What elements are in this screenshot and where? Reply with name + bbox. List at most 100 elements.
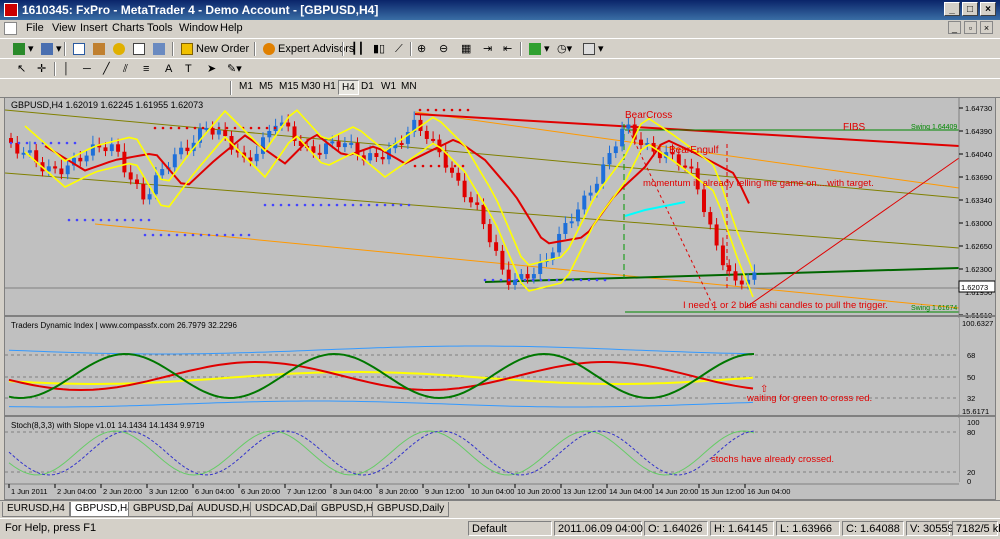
psar-dot [161,126,165,130]
status-low: L: 1.63966 [776,521,840,536]
psar-dot [595,278,599,282]
tf-m5[interactable]: M5 [259,81,273,92]
tf-m1[interactable]: M1 [239,81,253,92]
data-window-icon[interactable] [90,41,108,57]
stoch-signal-line [8,430,755,476]
candle-body [456,172,461,181]
menu-file[interactable]: File [26,22,44,34]
psar-dot [247,233,251,237]
candle-body [342,143,347,148]
date-tick-label: 8 Jun 04:00 [333,487,372,496]
psar-dot [177,126,181,130]
psar-dot [579,278,583,282]
new-order-button[interactable]: New Order [178,41,252,57]
tf-w1[interactable]: W1 [381,81,396,92]
market-watch-icon[interactable] [70,41,88,57]
menu-insert[interactable]: Insert [80,22,108,34]
periods-icon[interactable]: ◷▾ [557,42,573,55]
candle-body [21,152,26,155]
price-chart[interactable]: GBPUSD,H4 1.62019 1.62245 1.61955 1.6207… [5,98,995,499]
templates-icon[interactable]: ▾ [580,41,607,57]
new-chart-button[interactable]: ▾ [10,41,37,57]
tile-windows-icon[interactable]: ▦ [461,42,472,55]
text-icon[interactable]: A [165,62,173,75]
current-price-box [958,280,995,293]
psar-dot [167,233,171,237]
tf-mn[interactable]: MN [401,81,417,92]
zoom-in-icon[interactable]: ⊕ [417,42,427,55]
menu-tools[interactable]: Tools [147,22,173,34]
psar-dot [383,203,387,207]
menu-help[interactable]: Help [220,22,243,34]
psar-dot [75,218,79,222]
candle-body [443,152,448,168]
candle-body [103,147,108,152]
mdi-restore-button[interactable]: ▫ [964,21,977,34]
candle-body [468,197,473,203]
crosshair-icon[interactable]: ✛ [37,62,47,75]
psar-dot [461,164,465,168]
mdi-close-button[interactable]: × [980,21,993,34]
candle-body [292,126,297,141]
tab-gbpusd-daily-2[interactable]: GBPUSD,Daily [372,502,450,517]
zoom-out-icon[interactable]: ⊖ [439,42,449,55]
price-tick-label: 1.64040 [965,150,992,159]
psar-dot [65,141,69,145]
auto-scroll-icon[interactable]: ⇥ [483,42,493,55]
trendline-icon[interactable]: ╱ [103,62,110,75]
menu-charts[interactable]: Charts [112,22,145,34]
chart-window[interactable]: GBPUSD,H4 1.62019 1.62245 1.61955 1.6207… [4,97,996,500]
terminal-icon[interactable] [130,41,148,57]
more-tools-icon[interactable]: ✎▾ [227,62,242,75]
psar-dot [139,218,143,222]
tf-m30[interactable]: M30 [301,81,321,92]
expert-advisors-button[interactable]: Expert Advisors [260,41,357,57]
candlestick-icon[interactable]: ▮▯ [373,42,386,55]
candle-body [462,180,467,198]
document-icon[interactable] [4,22,17,35]
channel-icon[interactable]: ⫽ [123,62,128,75]
bar-chart-icon[interactable]: ┃┃ [351,42,365,55]
menu-window[interactable]: Window [179,22,219,34]
tf-h4[interactable]: H4 [338,80,359,95]
bearengulf-label: BearEngulf [669,145,719,156]
text-label-icon[interactable]: T [185,62,192,75]
chart-shift-icon[interactable]: ⇤ [503,42,513,55]
close-button[interactable]: × [980,2,996,16]
candle-body [683,165,688,168]
tdi-arrow-icon: ⇧ [760,384,768,395]
cursor-icon[interactable]: ↖ [17,62,27,75]
indicators-icon[interactable]: ▾ [526,41,553,57]
fibonacci-icon[interactable]: ≡ [143,62,150,75]
vertical-line-icon[interactable]: │ [63,62,70,75]
arrows-icon[interactable]: ➤ [207,62,217,75]
psar-dot [143,233,147,237]
psar-dot [426,108,430,112]
tf-m15[interactable]: M15 [279,81,299,92]
tab-eurusd-h4[interactable]: EURUSD,H4 [2,502,70,517]
mdi-minimize-button[interactable]: _ [948,21,961,34]
new-order-icon [181,43,193,55]
line-chart-icon[interactable]: ⟋ [395,42,403,55]
candle-body [374,153,379,157]
current-price-label: 1.62073 [961,283,988,292]
psar-dot [73,141,77,145]
tf-h1[interactable]: H1 [323,81,336,92]
strategy-tester-icon[interactable] [150,41,168,57]
horizontal-line-icon[interactable]: ─ [83,62,91,75]
minimize-button[interactable]: _ [944,2,960,16]
navigator-icon[interactable] [110,41,128,57]
candle-body [405,132,410,144]
tf-d1[interactable]: D1 [361,81,374,92]
date-tick-label: 7 Jun 12:00 [287,487,326,496]
psar-dot [57,141,61,145]
menu-view[interactable]: View [52,22,76,34]
candle-body [210,127,215,135]
candle-body [317,152,322,155]
tdi-pane[interactable] [5,318,959,414]
timeframe-toolbar: M1 M5 M15 M30 H1 H4 D1 W1 MN [0,78,1000,98]
maximize-button[interactable]: □ [962,2,978,16]
profiles-button[interactable]: ▾ [38,41,65,57]
psar-dot [223,233,227,237]
psar-dot [359,203,363,207]
